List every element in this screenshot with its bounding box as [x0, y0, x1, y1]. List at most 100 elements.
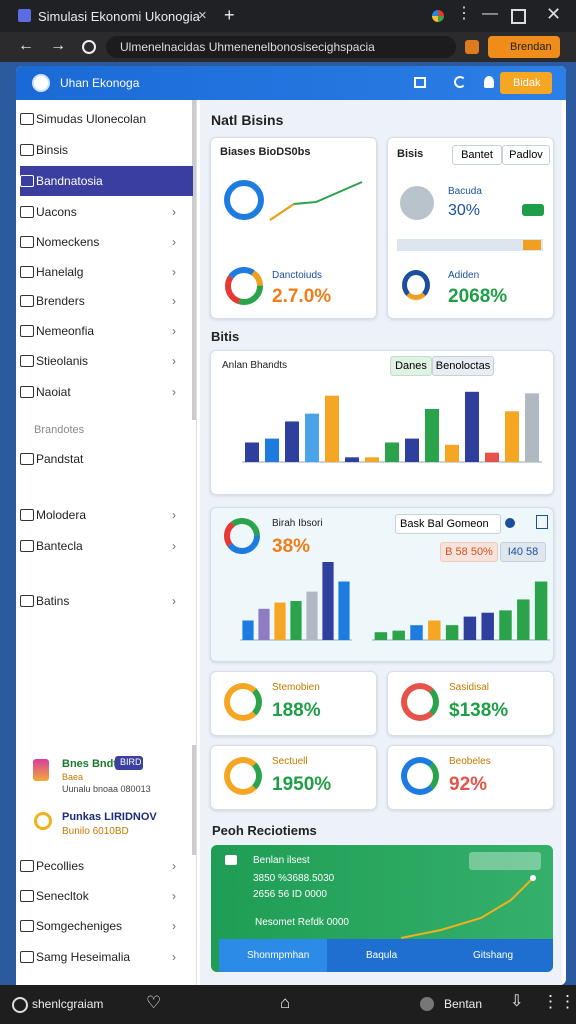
app-header: Uhan Ekonoga Bidak — [16, 66, 566, 100]
close-window[interactable]: ✕ — [546, 4, 562, 24]
section-title: Natl Bisins — [211, 112, 284, 128]
nav-item[interactable]: Pecollies — [36, 859, 85, 873]
banner-line: Nesomet Refdk 0000 — [255, 917, 349, 928]
nav-item[interactable]: Uacons — [36, 205, 77, 219]
extension-icon[interactable] — [432, 10, 444, 22]
nav-item[interactable]: Simudas Ulonecolan — [36, 112, 147, 126]
header-button[interactable]: Bidak — [500, 72, 552, 94]
stat-label: Sasidisal — [449, 682, 490, 693]
chevron[interactable]: › — [172, 354, 176, 368]
bar — [428, 620, 441, 640]
promo2-icon — [34, 812, 52, 830]
minimize[interactable]: — — [482, 5, 498, 22]
toggle[interactable] — [522, 204, 544, 216]
icon[interactable] — [536, 515, 548, 529]
grid-icon[interactable] — [414, 77, 426, 88]
extension[interactable] — [465, 40, 479, 54]
new-tab[interactable]: + — [224, 5, 235, 25]
menu[interactable]: ⋮ — [456, 5, 472, 22]
share[interactable]: ⇩ — [510, 993, 524, 1010]
stat-label: Sectuell — [272, 756, 308, 767]
tab-title[interactable]: Simulasi Ekonomi Ukonogia — [38, 9, 200, 24]
bar — [305, 413, 319, 462]
chevron[interactable]: › — [172, 324, 176, 338]
search-field[interactable]: Bask Bal Gomeon — [395, 514, 501, 534]
stat-label: Beobeles — [449, 756, 491, 767]
forward[interactable]: → — [50, 37, 66, 54]
bar-chart — [242, 391, 542, 463]
nav-item[interactable]: Hanelalg — [36, 265, 84, 279]
profile-button[interactable]: Brendan — [488, 36, 560, 58]
banner-button[interactable] — [469, 852, 541, 870]
refresh-icon[interactable] — [454, 76, 466, 88]
card-title: Bisis — [397, 148, 424, 160]
chevron[interactable]: › — [172, 294, 176, 308]
chip[interactable]: B 58 50% — [440, 542, 498, 562]
nav-item[interactable]: Naoiat — [36, 385, 71, 399]
chevron[interactable]: › — [172, 919, 176, 933]
user-icon[interactable] — [484, 76, 494, 88]
nav-item[interactable]: Samg Heseimalia — [36, 950, 131, 964]
banner: Benlan ilsest 3850 %3688.5030 2656 56 ID… — [211, 845, 553, 972]
home-indicator[interactable] — [12, 997, 28, 1013]
home[interactable]: ⌂ — [280, 993, 291, 1012]
tab-button[interactable]: Padlov — [502, 145, 550, 165]
avatar — [400, 186, 434, 220]
icon[interactable] — [505, 518, 515, 528]
url-field[interactable]: Ulmenelnacidas Uhmenenelbonosisecighspac… — [106, 36, 456, 58]
chevron[interactable]: › — [172, 205, 176, 219]
nav-item[interactable]: Batins — [36, 594, 70, 608]
bottom-bar: shenlcgraiam ♡ ⌂ Bentan ⇩ ⋮⋮ — [0, 985, 576, 1024]
chevron[interactable]: › — [172, 594, 176, 608]
maximize[interactable] — [511, 9, 526, 24]
chevron[interactable]: › — [172, 385, 176, 399]
reload[interactable] — [82, 40, 96, 54]
nav-icon — [20, 595, 34, 607]
tab-close[interactable]: × — [198, 7, 207, 24]
stat-value: 92% — [449, 774, 488, 795]
bar — [365, 457, 379, 462]
banner-tab[interactable]: Baqula — [366, 950, 398, 961]
promo-icon — [33, 759, 49, 781]
nav-item[interactable]: Senecltok — [36, 889, 89, 903]
chevron[interactable]: › — [172, 950, 176, 964]
apps[interactable]: ⋮⋮ — [542, 992, 576, 1011]
chart-button[interactable]: Benoloctas — [432, 356, 494, 376]
metric-value: 2.7.0% — [272, 286, 332, 307]
nav-item[interactable]: Pandstat — [36, 452, 84, 466]
nav-item[interactable]: Bantecla — [36, 539, 83, 553]
favorite[interactable]: ♡ — [146, 993, 162, 1012]
bar — [499, 610, 512, 640]
nav-item[interactable]: Brenders — [36, 294, 85, 308]
chevron[interactable]: › — [172, 508, 176, 522]
back[interactable]: ← — [18, 37, 34, 54]
chart-title: Anlan Bhandts — [222, 360, 288, 371]
chart-button[interactable]: Danes — [390, 356, 432, 376]
account[interactable] — [420, 997, 434, 1011]
nav-item[interactable]: Nemeonfia — [36, 324, 95, 338]
tab-button[interactable]: Bantet — [452, 145, 502, 165]
chevron[interactable]: › — [172, 889, 176, 903]
metric-value: 38% — [272, 536, 311, 557]
bottom-label[interactable]: shenlcgraiam — [32, 997, 104, 1011]
chevron[interactable]: › — [172, 539, 176, 553]
bar — [534, 581, 548, 640]
bottom-label[interactable]: Bentan — [444, 997, 483, 1011]
tab-bar: Simulasi Ekonomi Ukonogia × + ⋮ — ✕ — [0, 0, 576, 32]
chevron[interactable]: › — [172, 859, 176, 873]
progress-bg — [397, 239, 543, 251]
chevron[interactable]: › — [172, 235, 176, 249]
nav-item[interactable]: Bandnatosia — [36, 174, 103, 188]
chevron[interactable]: › — [172, 265, 176, 279]
banner-tab[interactable]: Gitshang — [473, 950, 514, 961]
nav-item[interactable]: Nomeckens — [36, 235, 100, 249]
nav-item[interactable]: Molodera — [36, 508, 87, 522]
nav-item[interactable]: Binsis — [36, 143, 69, 157]
profile-label: Brendan — [510, 41, 552, 53]
nav-item[interactable]: Stieolanis — [36, 354, 89, 368]
metric-label: Bacuda — [448, 186, 482, 197]
banner-tab[interactable]: Shonmpmhan — [247, 950, 310, 961]
chip[interactable]: I40 58 — [500, 542, 546, 562]
nav-item[interactable]: Somgecheniges — [36, 919, 123, 933]
bar-chart — [240, 562, 352, 641]
